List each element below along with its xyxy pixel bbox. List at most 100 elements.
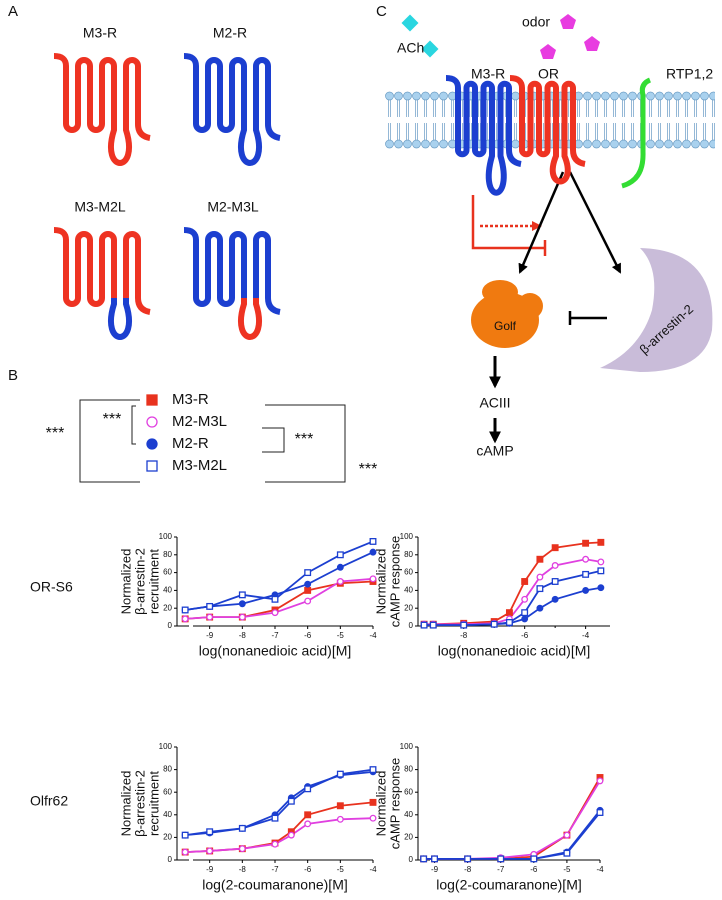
y-axis-label: cAMP response bbox=[387, 536, 402, 628]
y-axis-label: recruitment bbox=[146, 549, 161, 614]
marker bbox=[521, 578, 529, 585]
marker bbox=[536, 573, 544, 581]
marker bbox=[271, 595, 279, 603]
receptor bbox=[183, 227, 247, 307]
receptor-label: M2-R bbox=[213, 25, 247, 41]
y-axis-label: Normalized bbox=[373, 771, 388, 837]
series-line bbox=[424, 569, 602, 627]
marker bbox=[369, 798, 377, 806]
pathway-label: ACh bbox=[397, 40, 424, 56]
inhibit-arrow bbox=[568, 311, 607, 325]
y-tick-label: 40 bbox=[163, 586, 172, 595]
marker bbox=[536, 604, 544, 612]
y-tick-label: 80 bbox=[163, 765, 172, 774]
marker bbox=[505, 618, 513, 626]
marker bbox=[596, 809, 604, 816]
marker bbox=[146, 416, 158, 428]
y-tick-label: 60 bbox=[163, 787, 172, 796]
x-tick-label: -8 bbox=[464, 865, 472, 874]
receptor bbox=[509, 75, 559, 158]
marker bbox=[304, 597, 312, 605]
marker bbox=[420, 621, 428, 629]
marker bbox=[431, 855, 438, 863]
x-tick-label: -7 bbox=[271, 865, 279, 874]
bracket bbox=[79, 399, 346, 483]
y-tick-label: 40 bbox=[163, 810, 172, 819]
marker bbox=[287, 831, 295, 839]
x-tick-label: -9 bbox=[206, 865, 214, 874]
significance: *** bbox=[103, 411, 122, 428]
x-axis-label: log(nonanedioic acid)[M] bbox=[438, 643, 591, 659]
marker bbox=[304, 811, 312, 819]
receptor-label: M2-M3L bbox=[207, 199, 259, 215]
marker bbox=[271, 609, 279, 617]
x-tick-label: -6 bbox=[304, 631, 312, 640]
y-tick-label: 80 bbox=[404, 765, 413, 774]
marker bbox=[304, 820, 312, 828]
marker bbox=[536, 585, 544, 593]
x-tick-label: -9 bbox=[431, 865, 439, 874]
pathway-label: RTP1,2 bbox=[666, 66, 713, 82]
row-label: Olfr62 bbox=[30, 793, 68, 809]
marker bbox=[336, 551, 344, 559]
receptor-loop bbox=[108, 298, 132, 340]
pathway-label: M3-R bbox=[471, 66, 505, 82]
receptor bbox=[53, 53, 117, 133]
series-line bbox=[185, 817, 374, 853]
marker bbox=[146, 460, 158, 472]
marker bbox=[497, 855, 505, 863]
x-tick-label: -9 bbox=[206, 631, 214, 640]
x-tick-label: -5 bbox=[337, 631, 345, 640]
y-tick-label: 60 bbox=[404, 568, 413, 577]
arrow bbox=[568, 171, 622, 274]
receptor bbox=[561, 80, 586, 167]
panel-label: C bbox=[376, 3, 387, 20]
receptor bbox=[253, 57, 281, 141]
y-tick-label: 0 bbox=[409, 621, 414, 630]
y-tick-label: 80 bbox=[163, 550, 172, 559]
x-tick-label: -5 bbox=[563, 865, 571, 874]
marker bbox=[464, 855, 472, 863]
marker bbox=[238, 824, 246, 832]
marker bbox=[238, 845, 246, 853]
marker bbox=[181, 831, 189, 839]
marker bbox=[429, 621, 437, 629]
arrow bbox=[518, 171, 565, 274]
marker bbox=[530, 855, 538, 863]
x-axis-label: log(2-coumaranone)[M] bbox=[436, 877, 582, 893]
significance: *** bbox=[46, 425, 65, 442]
y-tick-label: 100 bbox=[159, 742, 173, 751]
x-tick-label: -4 bbox=[369, 631, 377, 640]
x-tick-label: -6 bbox=[521, 631, 529, 640]
x-tick-label: -4 bbox=[582, 631, 590, 640]
receptor bbox=[183, 53, 247, 133]
y-tick-label: 100 bbox=[400, 742, 414, 751]
marker bbox=[304, 569, 312, 577]
row-label: OR-S6 bbox=[30, 579, 73, 595]
receptor bbox=[123, 57, 151, 141]
marker bbox=[304, 580, 312, 588]
marker bbox=[369, 766, 377, 774]
inhibit-arrow bbox=[471, 195, 545, 250]
legend-label: M2-R bbox=[172, 435, 209, 452]
series-line bbox=[423, 777, 601, 860]
series-line bbox=[423, 780, 601, 860]
y-tick-label: 20 bbox=[404, 603, 413, 612]
legend-label: M2-M3L bbox=[172, 413, 227, 430]
x-axis-label: log(nonanedioic acid)[M] bbox=[199, 643, 352, 659]
receptor-loop bbox=[238, 124, 262, 166]
marker bbox=[238, 613, 246, 621]
marker bbox=[271, 840, 279, 848]
significance: *** bbox=[359, 461, 378, 478]
marker bbox=[181, 848, 189, 856]
marker bbox=[146, 394, 158, 406]
series-line bbox=[185, 577, 374, 620]
marker bbox=[369, 548, 377, 556]
x-tick-label: -6 bbox=[304, 865, 312, 874]
marker bbox=[597, 538, 605, 546]
pathway-label: OR bbox=[538, 66, 559, 82]
marker bbox=[596, 777, 604, 785]
receptor-loop bbox=[238, 298, 262, 340]
x-tick-label: -4 bbox=[369, 865, 377, 874]
